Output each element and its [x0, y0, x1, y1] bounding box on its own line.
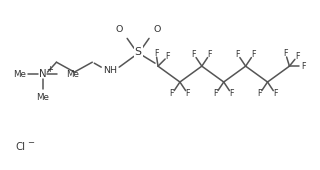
Text: F: F — [283, 49, 288, 58]
Text: F: F — [170, 89, 174, 98]
Text: S: S — [135, 47, 141, 57]
Text: F: F — [192, 50, 196, 59]
Text: O: O — [153, 25, 161, 34]
Text: +: + — [46, 65, 53, 74]
Text: O: O — [116, 25, 123, 34]
Text: F: F — [229, 89, 234, 98]
Text: F: F — [301, 62, 306, 71]
Text: F: F — [257, 89, 262, 98]
Text: F: F — [208, 50, 212, 59]
Text: F: F — [213, 89, 218, 98]
Text: F: F — [295, 52, 300, 61]
Text: N: N — [39, 69, 46, 79]
Text: F: F — [186, 89, 190, 98]
Text: NH: NH — [103, 66, 117, 75]
Text: F: F — [273, 89, 278, 98]
Text: Cl: Cl — [16, 142, 26, 152]
Text: Me: Me — [13, 70, 26, 79]
Text: −: − — [27, 138, 34, 147]
Text: Me: Me — [36, 93, 49, 102]
Text: F: F — [236, 50, 240, 59]
Text: Me: Me — [67, 70, 79, 79]
Text: F: F — [166, 52, 170, 61]
Text: F: F — [251, 50, 256, 59]
Text: F: F — [154, 49, 158, 58]
